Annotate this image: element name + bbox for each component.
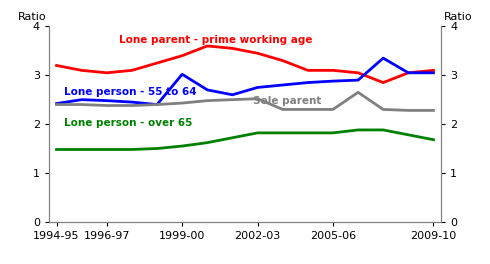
Text: Lone parent - prime working age: Lone parent - prime working age bbox=[120, 35, 313, 45]
Text: Ratio: Ratio bbox=[18, 12, 46, 22]
Text: Lone person - over 65: Lone person - over 65 bbox=[64, 118, 193, 128]
Text: Sole parent: Sole parent bbox=[252, 96, 321, 106]
Text: Ratio: Ratio bbox=[444, 12, 472, 22]
Text: Lone person - 55 to 64: Lone person - 55 to 64 bbox=[64, 87, 196, 97]
